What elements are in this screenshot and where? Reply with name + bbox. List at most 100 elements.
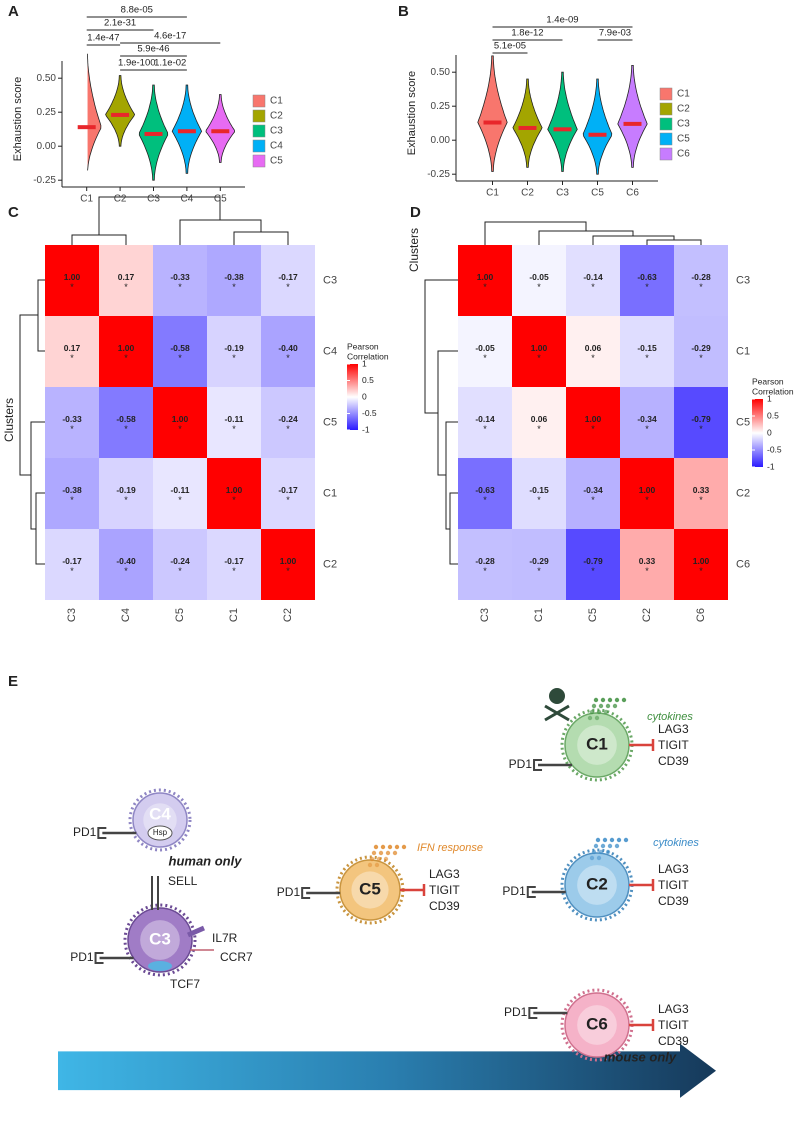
significance-marker: * bbox=[645, 495, 649, 505]
secretion-dot bbox=[589, 709, 595, 715]
significance-marker: * bbox=[699, 495, 703, 505]
y-tick-label: 0.00 bbox=[37, 141, 57, 152]
secretion-dot bbox=[591, 703, 597, 709]
significance-marker: * bbox=[178, 282, 182, 292]
cell-label: -0.34 bbox=[583, 485, 603, 495]
y-tick-label: -0.25 bbox=[33, 175, 56, 186]
cell-label: 0.06 bbox=[585, 343, 602, 353]
significance-marker: * bbox=[124, 282, 128, 292]
marker-label: CCR7 bbox=[220, 950, 253, 964]
heatmap-cell bbox=[261, 316, 315, 387]
legend-swatch bbox=[659, 132, 673, 146]
secretion-dot bbox=[621, 697, 627, 703]
p-value: 2.1e-31 bbox=[104, 18, 136, 29]
cell-label: -0.17 bbox=[278, 272, 298, 282]
column-label: C1 bbox=[228, 608, 240, 622]
secretion-dot bbox=[595, 837, 601, 843]
cell-label: -0.33 bbox=[170, 272, 190, 282]
secretion-dot bbox=[594, 715, 600, 721]
y-axis-label: Exhaustion score bbox=[12, 77, 24, 161]
legend-label: C2 bbox=[677, 104, 690, 115]
violin bbox=[582, 78, 613, 175]
significance-marker: * bbox=[70, 282, 74, 292]
violin bbox=[617, 65, 648, 168]
column-label: C2 bbox=[282, 608, 294, 622]
secretion-label: cytokines bbox=[653, 837, 699, 849]
marker-label: LAG3 bbox=[429, 867, 460, 881]
heatmap-cell bbox=[458, 387, 512, 458]
heatmap-cell bbox=[153, 458, 207, 529]
receptor-head bbox=[528, 1007, 538, 1019]
heatmap-cell bbox=[674, 245, 728, 316]
heatmap-cell bbox=[458, 245, 512, 316]
cell-label: -0.14 bbox=[583, 272, 603, 282]
violin bbox=[477, 55, 508, 172]
significance-marker: * bbox=[232, 353, 236, 363]
cell-label: 0.33 bbox=[693, 485, 710, 495]
median-bar bbox=[111, 112, 130, 117]
legend-swatch bbox=[252, 109, 266, 123]
secretion-dot bbox=[589, 855, 595, 861]
marker-label: TCF7 bbox=[170, 977, 200, 991]
secretion-dot bbox=[600, 843, 606, 849]
secretion-dot bbox=[607, 697, 613, 703]
cell-label: C4 bbox=[149, 804, 171, 823]
secretion-dot bbox=[378, 850, 384, 856]
significance-marker: * bbox=[286, 424, 290, 434]
column-label: C3 bbox=[479, 608, 491, 622]
secretion-dot bbox=[607, 843, 613, 849]
heatmap-cell bbox=[566, 458, 620, 529]
secretion-dot bbox=[603, 709, 609, 715]
marker-label: LAG3 bbox=[658, 862, 689, 876]
secretion-dot bbox=[598, 703, 604, 709]
colorbar-tick-label: -1 bbox=[362, 424, 370, 434]
heatmap-cell bbox=[620, 458, 674, 529]
significance-marker: * bbox=[537, 566, 541, 576]
significance-marker: * bbox=[591, 495, 595, 505]
row-label: C4 bbox=[323, 345, 337, 357]
heatmap-cell bbox=[45, 458, 99, 529]
cell-label: -0.11 bbox=[171, 485, 190, 495]
y-axis-label: Clusters bbox=[407, 228, 421, 272]
tcf7 bbox=[148, 961, 172, 971]
significance-marker: * bbox=[178, 424, 182, 434]
nucleus bbox=[577, 1005, 617, 1045]
x-tick-label: C5 bbox=[591, 188, 604, 199]
secretion-dot bbox=[593, 843, 599, 849]
cell-label: -0.33 bbox=[62, 414, 82, 424]
significance-marker: * bbox=[699, 353, 703, 363]
significance-marker: * bbox=[591, 353, 595, 363]
heatmap-cell bbox=[458, 458, 512, 529]
receptor-label: PD1 bbox=[509, 757, 533, 771]
significance-marker: * bbox=[70, 353, 74, 363]
median-bar bbox=[211, 129, 230, 134]
cell-label: -0.24 bbox=[278, 414, 298, 424]
cell-halo bbox=[123, 903, 197, 977]
legend-label: C2 bbox=[270, 111, 283, 122]
heatmap-cell bbox=[620, 316, 674, 387]
heatmap-cell bbox=[153, 245, 207, 316]
panel-label: C bbox=[8, 204, 19, 221]
cell-label: C5 bbox=[359, 879, 381, 898]
secretion-dot bbox=[598, 849, 604, 855]
x-tick-label: C2 bbox=[114, 194, 127, 205]
receptor-head bbox=[97, 827, 107, 839]
violin bbox=[205, 94, 236, 163]
cell-label: -0.17 bbox=[278, 485, 298, 495]
significance-marker: * bbox=[124, 495, 128, 505]
heatmap-cell bbox=[45, 245, 99, 316]
significance-marker: * bbox=[124, 424, 128, 434]
heatmap-cell bbox=[512, 458, 566, 529]
significance-marker: * bbox=[537, 353, 541, 363]
legend-title: Pearson bbox=[752, 376, 784, 386]
cell-label: -0.17 bbox=[224, 556, 244, 566]
violin bbox=[512, 78, 543, 168]
significance-marker: * bbox=[483, 495, 487, 505]
significance-marker: * bbox=[286, 353, 290, 363]
x-tick-label: C4 bbox=[181, 194, 194, 205]
x-tick-label: C6 bbox=[626, 188, 639, 199]
p-value: 5.9e-46 bbox=[137, 44, 169, 55]
receptor-label: PD1 bbox=[277, 885, 301, 899]
cell-label: -0.40 bbox=[278, 343, 298, 353]
significance-marker: * bbox=[645, 566, 649, 576]
